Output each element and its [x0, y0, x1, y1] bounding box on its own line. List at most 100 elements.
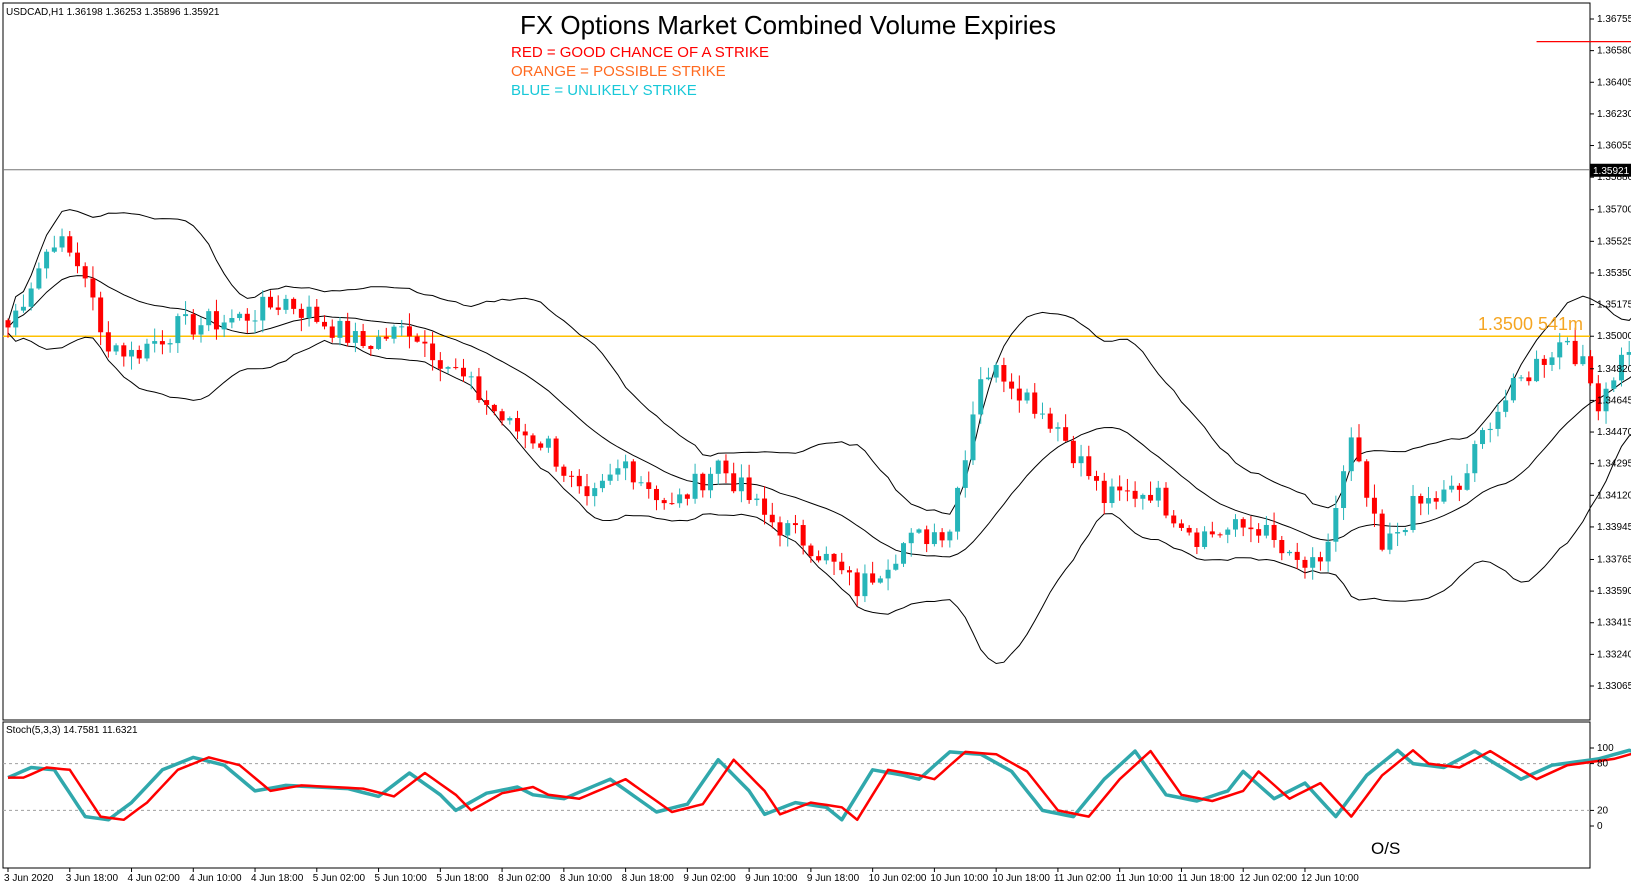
candle — [839, 552, 845, 575]
candle — [1317, 551, 1323, 571]
candle — [167, 338, 173, 353]
candle-body — [993, 365, 999, 378]
candle-body — [1263, 524, 1269, 536]
candle — [1155, 480, 1161, 508]
candle — [345, 312, 351, 347]
candle-body — [74, 252, 80, 267]
candle-body — [1418, 495, 1424, 504]
upper-band — [7, 209, 1631, 515]
candle-body — [1032, 392, 1038, 414]
candle — [777, 516, 783, 547]
candle-body — [1279, 540, 1285, 554]
candle-body — [67, 236, 73, 253]
candle-body — [1541, 358, 1547, 365]
stoch-tick-label: 20 — [1597, 805, 1609, 816]
candle-body — [59, 236, 65, 248]
candle-body — [136, 349, 142, 359]
candle — [1418, 493, 1424, 516]
candle-body — [738, 477, 744, 492]
candle-body — [414, 336, 420, 342]
candle-body — [1225, 529, 1231, 535]
time-tick-label: 3 Jun 2020 — [4, 873, 54, 884]
candle-body — [1024, 392, 1030, 401]
candle — [1341, 465, 1347, 520]
candle-body — [484, 400, 490, 405]
candle — [1603, 382, 1609, 424]
oversold-label: O/S — [1371, 839, 1400, 858]
candle — [1178, 519, 1184, 531]
candle-body — [653, 488, 659, 501]
candle-body — [1047, 413, 1053, 429]
candle — [291, 297, 297, 315]
candle-body — [715, 460, 721, 474]
candle-body — [1580, 356, 1586, 365]
candle — [383, 327, 389, 341]
candle-body — [244, 313, 250, 321]
candle-body — [522, 431, 528, 436]
candle — [1379, 509, 1385, 552]
candle-body — [1356, 437, 1362, 462]
candle — [267, 290, 273, 310]
candle-body — [1518, 377, 1524, 379]
candle-body — [978, 379, 984, 415]
candle — [908, 528, 914, 557]
candle — [1217, 532, 1223, 538]
candle-body — [831, 553, 837, 562]
candle — [5, 318, 11, 338]
candle — [491, 403, 497, 416]
stoch-signal-line — [8, 749, 1631, 822]
candle — [1395, 522, 1401, 547]
price-tick-label: 1.33945 — [1597, 522, 1631, 533]
candle — [1163, 482, 1169, 519]
candlestick-series — [5, 228, 1631, 607]
candle-body — [924, 529, 930, 545]
candle — [44, 249, 50, 279]
candle — [237, 311, 243, 321]
candle-body — [1348, 437, 1354, 472]
candle — [1086, 445, 1092, 480]
candle-body — [931, 532, 937, 545]
time-tick-label: 11 Jun 18:00 — [1177, 873, 1235, 884]
candle-body — [1503, 400, 1509, 412]
candle — [368, 345, 374, 357]
candle-body — [430, 343, 436, 361]
candle-body — [1379, 513, 1385, 550]
candle — [206, 308, 212, 332]
candle — [1256, 523, 1262, 543]
price-tick-label: 1.36755 — [1597, 14, 1631, 25]
candle — [1549, 351, 1555, 371]
candle — [468, 371, 474, 390]
candle-body — [792, 523, 798, 526]
time-tick-label: 8 Jun 10:00 — [560, 873, 613, 884]
candle — [453, 358, 459, 370]
candle-body — [98, 297, 104, 333]
candle — [962, 450, 968, 498]
candle — [800, 519, 806, 555]
candle — [1055, 422, 1061, 442]
candle — [298, 303, 304, 332]
candle — [129, 341, 135, 370]
candle — [630, 459, 636, 490]
candle-body — [592, 488, 598, 497]
candle-body — [1140, 494, 1146, 499]
candle — [1263, 516, 1269, 539]
candle-body — [661, 500, 667, 504]
candle-body — [1171, 515, 1177, 524]
candle-body — [569, 475, 575, 477]
candle-body — [808, 545, 814, 557]
candle-body — [329, 326, 335, 338]
candle — [98, 291, 104, 346]
legend-orange: ORANGE = POSSIBLE STRIKE — [511, 63, 726, 80]
candle-body — [1364, 461, 1370, 498]
candle — [970, 401, 976, 465]
candle — [159, 330, 165, 355]
candle-body — [615, 468, 621, 475]
legend-red: RED = GOOD CHANCE OF A STRIKE — [511, 44, 769, 61]
time-axis: 3 Jun 2020 3 Jun 18:00 4 Jun 02:00 4 Jun 10… — [4, 868, 1359, 884]
candle-body — [159, 341, 165, 345]
candle — [1364, 459, 1370, 507]
candle-body — [1101, 480, 1107, 504]
stoch-tick-label: 100 — [1597, 743, 1614, 754]
candle — [376, 329, 382, 350]
candle — [144, 338, 150, 362]
